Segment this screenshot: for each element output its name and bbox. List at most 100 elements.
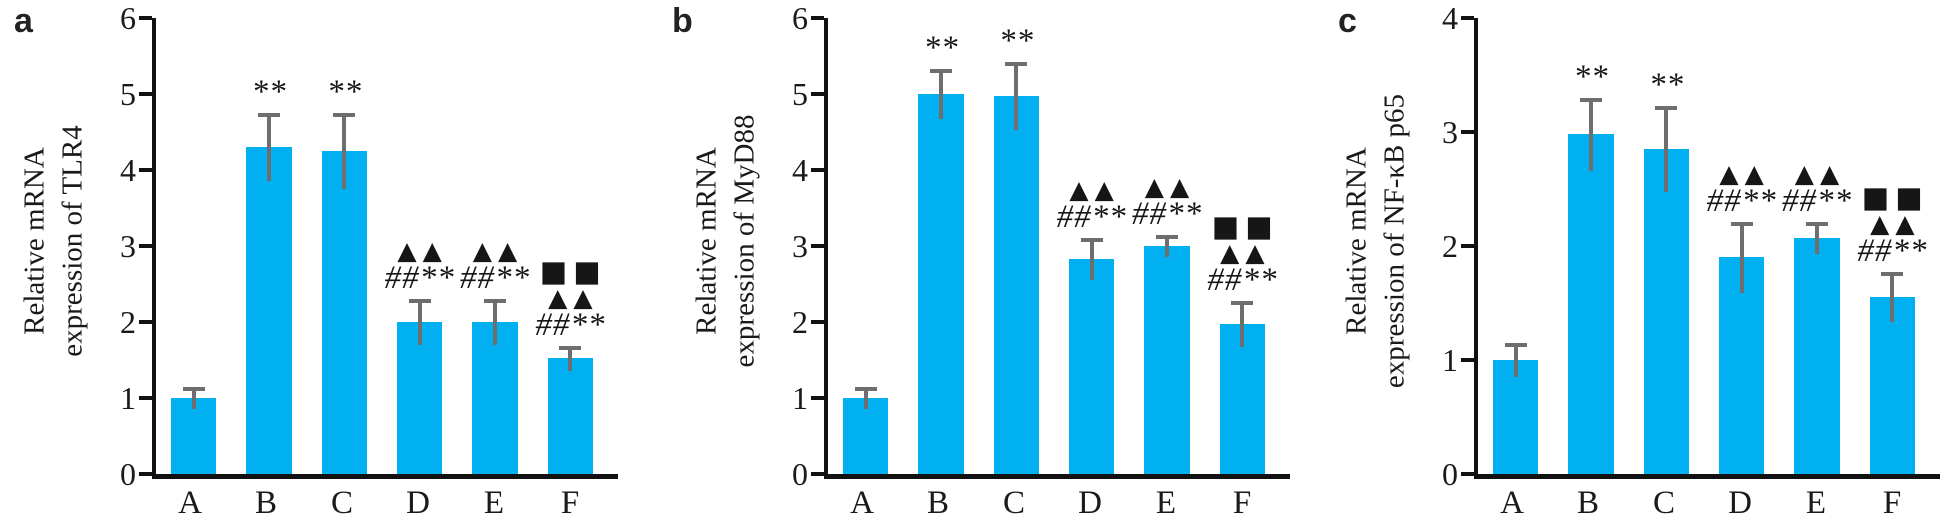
y-tick-label-5: 5 [120, 76, 136, 112]
annotation-B: ** [924, 31, 959, 64]
annotation-tri-F: ▲▲ [1870, 209, 1921, 239]
annotation-C: ** [998, 23, 1034, 60]
y-tick-label-4: 4 [792, 152, 808, 189]
annotation-F: ■■ ▲▲ ##** [1857, 180, 1929, 268]
y-tick-label-1: 1 [120, 380, 136, 417]
y-tick-3 [811, 244, 824, 248]
error-bar-cap-E [1806, 222, 1828, 227]
y-tick-label-1: 1 [792, 380, 808, 417]
bar-E [1144, 246, 1190, 474]
error-bar-stem-F [1240, 301, 1245, 348]
error-bar-cap-C [1655, 105, 1678, 110]
y-tick-label-3: 3 [120, 228, 136, 264]
annotation-sig-E: ##** [1782, 183, 1852, 220]
y-tick-label-2: 2 [792, 304, 808, 341]
bar-F [1869, 297, 1915, 474]
annotation-sig-C: ** [998, 23, 1034, 60]
annotation-tri-D: ▲▲ [1719, 159, 1770, 189]
error-bar-stem-D [1089, 237, 1094, 281]
annotation-tri-F: ▲▲ [548, 282, 599, 312]
annotation-tri-D: ▲▲ [1069, 174, 1120, 204]
x-category-B: B [926, 485, 949, 521]
y-axis-label-line1: Relative mRNA [1340, 147, 1373, 335]
panel-c: c Relative mRNA expression of NF-κB p65 … [1290, 0, 1946, 524]
annotation-F: ■■ ▲▲ ##** [535, 253, 607, 343]
y-tick-label-6: 6 [120, 0, 136, 36]
y-tick-1 [811, 396, 824, 401]
annotation-sq-F: ■■ [1861, 180, 1929, 215]
bar-A [1493, 360, 1539, 474]
annotation-sq-F: ■■ [539, 253, 607, 288]
y-tick-label-6: 6 [792, 0, 808, 36]
bar-F [1219, 324, 1265, 474]
error-bar-stem-C [1014, 62, 1019, 131]
annotation-sig-F: ##** [535, 306, 606, 343]
y-tick-label-2: 2 [1442, 228, 1458, 264]
error-bar-cap-D [408, 299, 431, 304]
y-tick-0 [139, 472, 152, 476]
annotation-F: ■■ ▲▲ ##** [1207, 209, 1279, 297]
x-category-F: F [1232, 485, 1252, 521]
y-tick-6 [811, 16, 824, 20]
y-axis-label-c: Relative mRNA expression of NF-κB p65 [1330, 0, 1422, 524]
error-bar-cap-F [559, 345, 582, 350]
x-category-A: A [1500, 485, 1524, 521]
error-bar-cap-A [1504, 342, 1527, 347]
x-axis-line [824, 474, 1290, 479]
annotation-D: ▲▲ ##** [1707, 159, 1777, 218]
annotation-sig-C: ** [326, 74, 362, 110]
error-bar-cap-D [1080, 237, 1103, 242]
category-labels: A B C D E F [824, 486, 1280, 520]
bar-A [843, 398, 889, 474]
annotation-E: ▲▲ ##** [1132, 171, 1202, 231]
y-tick-label-4: 4 [1442, 0, 1458, 36]
category-labels: A B C D E F [1474, 486, 1930, 520]
plot-area: 0 1 2 3 4 5 6 ** ** ▲▲ ##** ▲▲ ##** ■■ ▲▲ ##** [120, 2, 618, 490]
bar-F [547, 358, 593, 474]
error-bar-cap-A [854, 387, 877, 392]
annotation-tri-E: ▲▲ [1144, 171, 1196, 201]
y-tick-1 [139, 396, 152, 401]
panel-letter-a: a [14, 2, 33, 40]
y-tick-4 [1461, 16, 1474, 20]
error-bar-cap-E [1156, 234, 1178, 239]
error-bar-cap-A [182, 386, 205, 391]
error-bar-stem-A [1513, 342, 1518, 378]
y-tick-label-0: 0 [792, 456, 808, 492]
annotation-E: ▲▲ ##** [460, 238, 530, 295]
error-bar-stem-E [493, 299, 497, 345]
y-tick-2 [1461, 244, 1474, 248]
error-bar-cap-F [1231, 301, 1254, 306]
error-bar-cap-B [258, 113, 280, 117]
category-labels: A B C D E F [152, 486, 608, 520]
x-category-D: D [1078, 485, 1102, 521]
y-tick-2 [139, 320, 152, 325]
bar-C [993, 96, 1039, 474]
annotation-B: ** [1574, 60, 1609, 93]
annotation-sig-B: ** [251, 74, 287, 110]
x-category-C: C [1652, 485, 1675, 521]
y-tick-4 [139, 168, 152, 173]
annotation-sig-D: ##** [384, 260, 455, 297]
error-bar-cap-C [333, 113, 356, 117]
plot-area: 0 1 2 3 4 5 6 ** ** ▲▲ ##** ▲▲ ##** ■■ ▲▲ ##** [792, 2, 1290, 490]
y-axis-label-line2: expression of TLR4 [56, 125, 88, 357]
x-category-F: F [1882, 485, 1902, 521]
annotation-E: ▲▲ ##** [1782, 161, 1852, 220]
error-bar-stem-F [1890, 272, 1895, 323]
plot-area: 0 1 2 3 4 ** ** ▲▲ ##** ▲▲ ##** ■■ ▲▲ ##** [1442, 2, 1940, 490]
annotation-tri-D: ▲▲ [397, 236, 448, 266]
bar-C [321, 151, 367, 474]
annotation-sq-F: ■■ [1211, 209, 1279, 244]
panel-a: a Relative mRNA expression of TLR4 0 1 2 3 4… [0, 0, 630, 524]
y-tick-0 [1461, 472, 1474, 476]
panel-letter-b: b [672, 2, 693, 40]
error-bar-stem-E [1165, 234, 1169, 258]
bar-B [246, 147, 292, 474]
x-category-C: C [330, 485, 353, 521]
error-bar-stem-F [568, 345, 573, 372]
y-tick-1 [1461, 358, 1474, 362]
bar-B [918, 94, 964, 474]
